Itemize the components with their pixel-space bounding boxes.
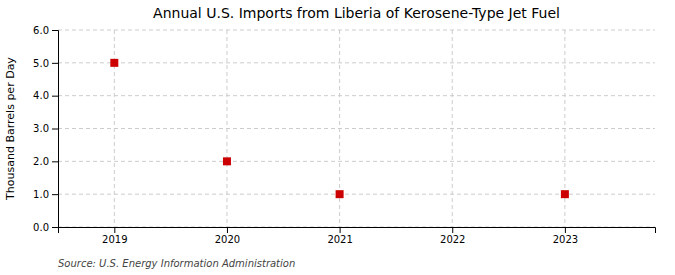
tick: 1.0 bbox=[33, 189, 58, 200]
axis-line bbox=[59, 228, 656, 234]
tick-label: 2023 bbox=[553, 234, 578, 245]
tick-label: 1.0 bbox=[33, 189, 49, 200]
tick: 3.0 bbox=[33, 123, 58, 134]
point bbox=[336, 190, 344, 198]
axis-line bbox=[52, 31, 59, 228]
source: Source: U.S. Energy Information Administ… bbox=[58, 258, 295, 269]
tick-mark bbox=[340, 227, 341, 233]
grid-line bbox=[58, 62, 655, 63]
point bbox=[561, 190, 569, 198]
chart: 2019 2020 2021 2022 2023 0.0 1.0 2.0 3.0 4.0 5.0 6.… bbox=[0, 0, 675, 275]
tick: 2.0 bbox=[33, 156, 58, 167]
point bbox=[223, 157, 231, 165]
grid-line bbox=[58, 30, 655, 31]
grid-line bbox=[452, 30, 453, 227]
tick-mark bbox=[114, 227, 115, 233]
grid bbox=[58, 30, 655, 227]
tick: 4.0 bbox=[33, 90, 58, 101]
tick-mark bbox=[52, 30, 58, 31]
tick-mark bbox=[52, 227, 58, 228]
y-axis: 0.0 1.0 2.0 3.0 4.0 5.0 6.0 bbox=[33, 25, 58, 233]
grid-line bbox=[58, 161, 655, 162]
tick-mark bbox=[452, 227, 453, 233]
tick-mark bbox=[52, 96, 58, 97]
x-axis: 2019 2020 2021 2022 2023 bbox=[59, 227, 656, 245]
tick-label: 5.0 bbox=[33, 58, 49, 69]
tick: 2020 bbox=[215, 227, 240, 245]
tick-mark bbox=[52, 129, 58, 130]
tick-mark bbox=[52, 194, 58, 195]
title: Annual U.S. Imports from Liberia of Kero… bbox=[153, 5, 560, 21]
tick: 2022 bbox=[440, 227, 465, 245]
point bbox=[110, 59, 118, 67]
tick-mark bbox=[52, 63, 58, 64]
points bbox=[110, 59, 569, 198]
tick-label: 2019 bbox=[102, 234, 127, 245]
tick-mark bbox=[52, 161, 58, 162]
tick-label: 3.0 bbox=[33, 123, 49, 134]
grid-line bbox=[226, 30, 227, 227]
tick: 2023 bbox=[553, 227, 578, 245]
tick: 2021 bbox=[327, 227, 352, 245]
tick: 5.0 bbox=[33, 58, 58, 69]
grid-line bbox=[58, 128, 655, 129]
tick-label: 4.0 bbox=[33, 90, 49, 101]
tick-label: 2020 bbox=[215, 234, 240, 245]
tick-mark bbox=[227, 227, 228, 233]
tick: 0.0 bbox=[33, 222, 58, 233]
grid-line bbox=[58, 95, 655, 96]
plot: 2019 2020 2021 2022 2023 0.0 1.0 2.0 3.0 4.0 5.0 6.… bbox=[33, 25, 655, 245]
tick-label: 2021 bbox=[327, 234, 352, 245]
tick-label: 2.0 bbox=[33, 156, 49, 167]
tick-label: 2022 bbox=[440, 234, 465, 245]
tick: 2019 bbox=[102, 227, 127, 245]
tick: 6.0 bbox=[33, 25, 58, 36]
tick-mark bbox=[565, 227, 566, 233]
tick-label: 0.0 bbox=[33, 222, 49, 233]
y-axis-label: Thousand Barrels per Day bbox=[4, 57, 17, 201]
tick-label: 6.0 bbox=[33, 25, 49, 36]
